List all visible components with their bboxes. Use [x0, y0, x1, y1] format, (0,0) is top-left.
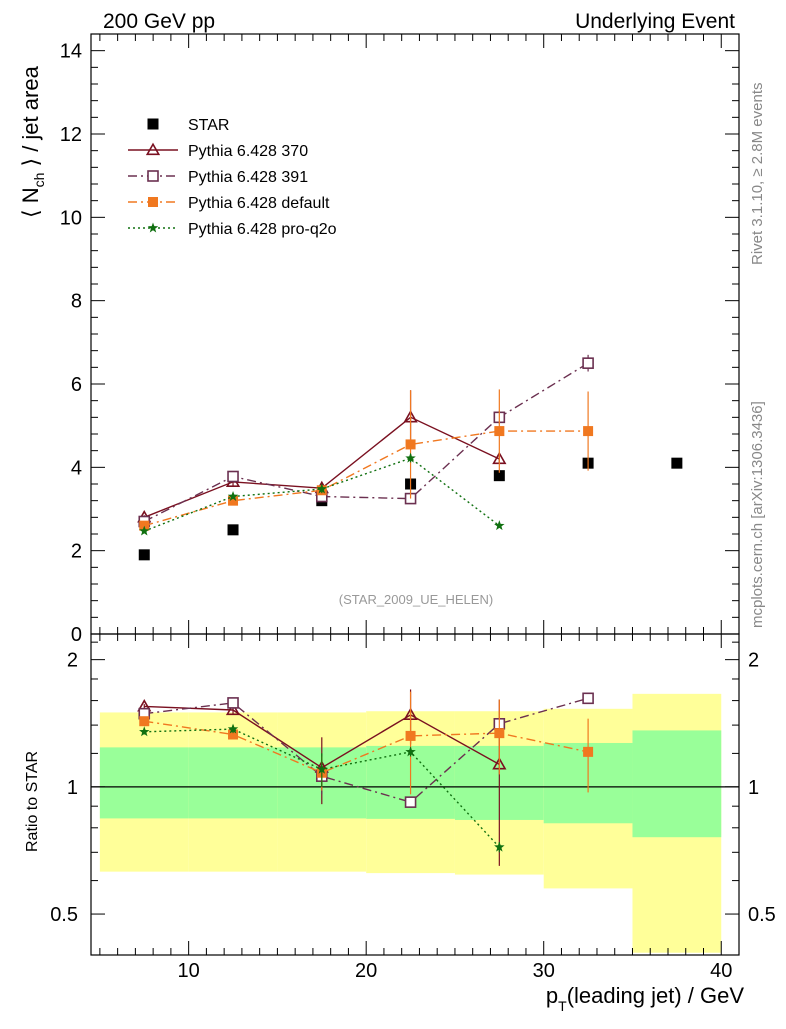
x-tick-label-40: 40: [710, 960, 732, 982]
watermark: (STAR_2009_UE_HELEN): [339, 592, 493, 607]
main-y-tick-label-12: 12: [60, 124, 82, 146]
pythia-391-point-5: [582, 357, 594, 369]
legend-entry-star: STAR: [147, 117, 229, 134]
main-y-tick-label-0: 0: [71, 624, 82, 646]
pythia-default-point-5: [583, 426, 594, 437]
legend-entry-pythia-370: Pythia 6.428 370: [128, 142, 308, 160]
legend-marker-pythia-pro-q2o: [147, 222, 159, 233]
main-y-tick-label-14: 14: [60, 41, 82, 63]
ratio-panel-frame: [90, 633, 740, 956]
main-y-label-post: ⟩ / jet area: [18, 65, 43, 172]
legend-entry-pythia-pro-q2o: Pythia 6.428 pro-q2o: [128, 221, 337, 238]
pythia-391-point-1: [227, 470, 239, 483]
legend-marker-pythia-default: [148, 197, 158, 207]
pythia-pro-q2o-ratio-point-1: [227, 723, 239, 734]
pythia-pro-q2o-main-line: [144, 457, 500, 532]
pythia-pro-q2o-point-0: [139, 525, 150, 536]
ratio-y-tick-label-left-0.5: 0.5: [50, 904, 78, 926]
main-y-tick-label-10: 10: [60, 207, 82, 229]
star-point-4: [493, 470, 505, 482]
pythia-default-ratio-point-3: [405, 730, 416, 741]
pythia-pro-q2o-point-3: [405, 452, 416, 463]
main-y-tick-label-6: 6: [71, 374, 82, 396]
pythia-391-ratio-point-5: [582, 692, 594, 705]
ratio-y-tick-label-right-2: 2: [748, 650, 759, 672]
pythia-391-ratio-point-1: [227, 697, 239, 709]
ratio-y-axis-label: Ratio to STAR: [24, 751, 41, 852]
header-left: 200 GeV pp: [103, 10, 215, 33]
series-pythia-default: [139, 389, 594, 795]
legend-entry-pythia-391: Pythia 6.428 391: [128, 169, 308, 186]
x-tick-label-10: 10: [178, 960, 200, 982]
side-text-rivet: Rivet 3.1.10, ≥ 2.8M events: [749, 83, 766, 266]
pythia-default-point-4: [494, 426, 505, 437]
legend-label-pythia-391: Pythia 6.428 391: [188, 169, 308, 186]
pythia-default-ratio-point-4: [494, 728, 505, 739]
x-axis-label: pT(leading jet) / GeV: [546, 983, 744, 1014]
band-green-6: [632, 730, 722, 838]
pythia-default-point-3: [405, 439, 416, 450]
legend-marker-pythia-391: [147, 170, 159, 182]
main-y-label-sub: ch: [31, 173, 47, 188]
ratio-y-tick-label-left-1: 1: [67, 777, 78, 799]
main-y-axis-label: ⟨ Nch ⟩ / jet area: [18, 65, 47, 218]
pythia-391-ratio-point-3: [404, 796, 417, 808]
header-right: Underlying Event: [575, 10, 735, 33]
main-y-tick-label-2: 2: [71, 541, 82, 563]
ratio-y-tick-label-right-0.5: 0.5: [748, 904, 776, 926]
pythia-default-point-1: [228, 495, 239, 506]
pythia-pro-q2o-ratio-point-3: [405, 746, 416, 757]
legend: STAR Pythia 6.428 370 Pythia 6.428 391 Pyth…: [128, 117, 337, 238]
legend-marker-pythia-370: [145, 142, 161, 156]
pythia-pro-q2o-ratio-point-0: [139, 726, 150, 737]
x-tick-label-30: 30: [533, 960, 555, 982]
pythia-391-ratio-line: [144, 697, 589, 803]
pythia-370-ratio-point-1: [225, 702, 241, 716]
pythia-391-main-line: [143, 362, 589, 523]
pythia-default-main-line: [144, 430, 589, 527]
pythia-pro-q2o-point-4: [494, 520, 505, 531]
band-green-1: [188, 747, 278, 819]
star-point-0: [138, 549, 150, 561]
x-label-sub: T: [558, 998, 567, 1014]
legend-label-pythia-pro-q2o: Pythia 6.428 pro-q2o: [188, 221, 337, 238]
star-point-6: [671, 457, 683, 469]
legend-marker-star: [147, 118, 159, 130]
x-label-post: (leading jet) / GeV: [567, 983, 745, 1008]
band-green-0: [99, 747, 189, 819]
pythia-pro-q2o-point-2: [316, 483, 328, 494]
star-point-1: [227, 524, 239, 536]
ratio-y-tick-label-right-1: 1: [748, 777, 759, 799]
x-label-pre: p: [546, 983, 558, 1008]
pythia-pro-q2o-ratio-point-2: [316, 763, 328, 774]
main-y-tick-label-8: 8: [71, 291, 82, 313]
legend-entry-pythia-default: Pythia 6.428 default: [128, 195, 330, 212]
main-y-tick-label-4: 4: [71, 457, 82, 479]
main-y-label-pre: ⟨ N: [18, 187, 43, 218]
chart-series: [137, 354, 683, 866]
legend-label-pythia-default: Pythia 6.428 default: [188, 195, 330, 212]
series-pythia-pro-q2o: [139, 452, 505, 853]
side-text-mcplots: mcplots.cern.ch [arXiv:1306.3436]: [749, 401, 766, 628]
ratio-y-tick-label-left-2: 2: [67, 650, 78, 672]
pythia-pro-q2o-point-1: [227, 491, 239, 501]
pythia-pro-q2o-ratio-point-4: [494, 841, 505, 852]
pythia-default-ratio-point-1: [228, 729, 239, 740]
legend-label-pythia-370: Pythia 6.428 370: [188, 143, 308, 160]
legend-label-star: STAR: [188, 117, 229, 134]
x-tick-label-20: 20: [355, 960, 377, 982]
pythia-default-ratio-line: [144, 720, 589, 774]
pythia-default-ratio-point-5: [583, 746, 594, 757]
pythia-default-ratio-point-0: [139, 716, 150, 727]
